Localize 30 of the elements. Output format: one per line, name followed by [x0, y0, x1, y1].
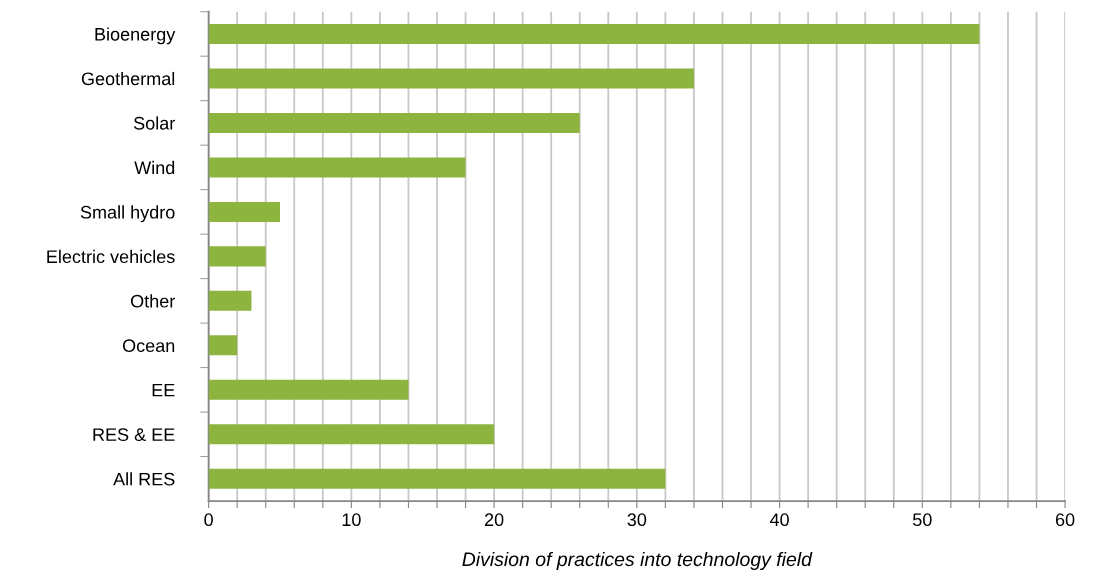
y-tick-label: Geothermal: [81, 71, 175, 86]
x-tick-label: 60: [1055, 513, 1075, 527]
y-tick-label: Solar: [133, 116, 175, 130]
x-tick-label: 20: [484, 513, 504, 527]
bar: [208, 112, 580, 133]
bar: [208, 468, 666, 489]
y-tick-label: EE: [152, 383, 175, 397]
y-tick-label: Electric vehicles: [47, 249, 175, 264]
bar: [208, 157, 466, 178]
bar: [208, 379, 409, 400]
bar: [208, 201, 280, 222]
x-tick-label: 10: [342, 513, 361, 527]
bar: [208, 246, 266, 267]
bar: [208, 424, 495, 445]
y-tick-label: Small hydro: [80, 205, 175, 223]
y-tick-label: All RES: [113, 472, 175, 486]
y-tick-label: Bioenergy: [95, 27, 176, 45]
bar: [208, 290, 252, 311]
x-tick-label: 30: [627, 513, 647, 527]
bar: [208, 68, 694, 89]
x-tick-label: 0: [204, 513, 213, 527]
x-tick-label: 40: [769, 513, 789, 527]
y-tick-label: Wind: [134, 160, 175, 175]
y-tick-label: RES & EE: [93, 428, 175, 442]
y-tick-label: Other: [130, 294, 175, 308]
x-tick-label: 50: [913, 513, 932, 527]
x-axis-title: Division of practices into technology field: [462, 551, 813, 571]
bar: [208, 335, 238, 356]
bar: [208, 23, 980, 44]
y-tick-label: Ocean: [122, 339, 175, 353]
